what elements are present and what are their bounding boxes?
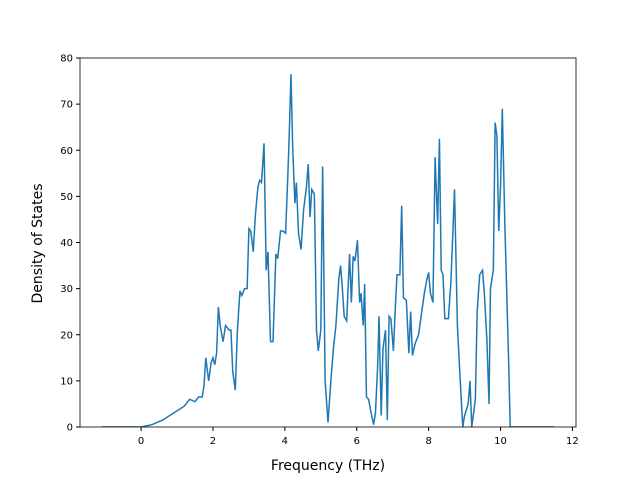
- y-tick-label: 10: [60, 376, 73, 387]
- x-tick-label: 6: [354, 436, 360, 447]
- y-tick-label: 50: [60, 192, 73, 203]
- y-tick-label: 40: [60, 238, 73, 249]
- x-tick-label: 4: [282, 436, 288, 447]
- x-tick-label: 2: [210, 436, 216, 447]
- x-tick-label: 0: [138, 436, 144, 447]
- y-tick-label: 30: [60, 284, 73, 295]
- plot-frame: [79, 57, 577, 428]
- x-tick-label: 8: [425, 436, 431, 447]
- data-line: [101, 74, 555, 427]
- x-axis-label: Frequency (THz): [271, 458, 385, 474]
- x-tick-label: 12: [566, 436, 579, 447]
- y-tick-label: 0: [67, 423, 73, 434]
- y-axis-label: Density of States: [30, 184, 46, 304]
- y-tick-label: 60: [60, 146, 73, 157]
- y-tick-label: 70: [60, 100, 73, 111]
- y-tick-label: 80: [60, 54, 73, 65]
- y-tick-label: 20: [60, 330, 73, 341]
- x-tick-label: 10: [494, 436, 507, 447]
